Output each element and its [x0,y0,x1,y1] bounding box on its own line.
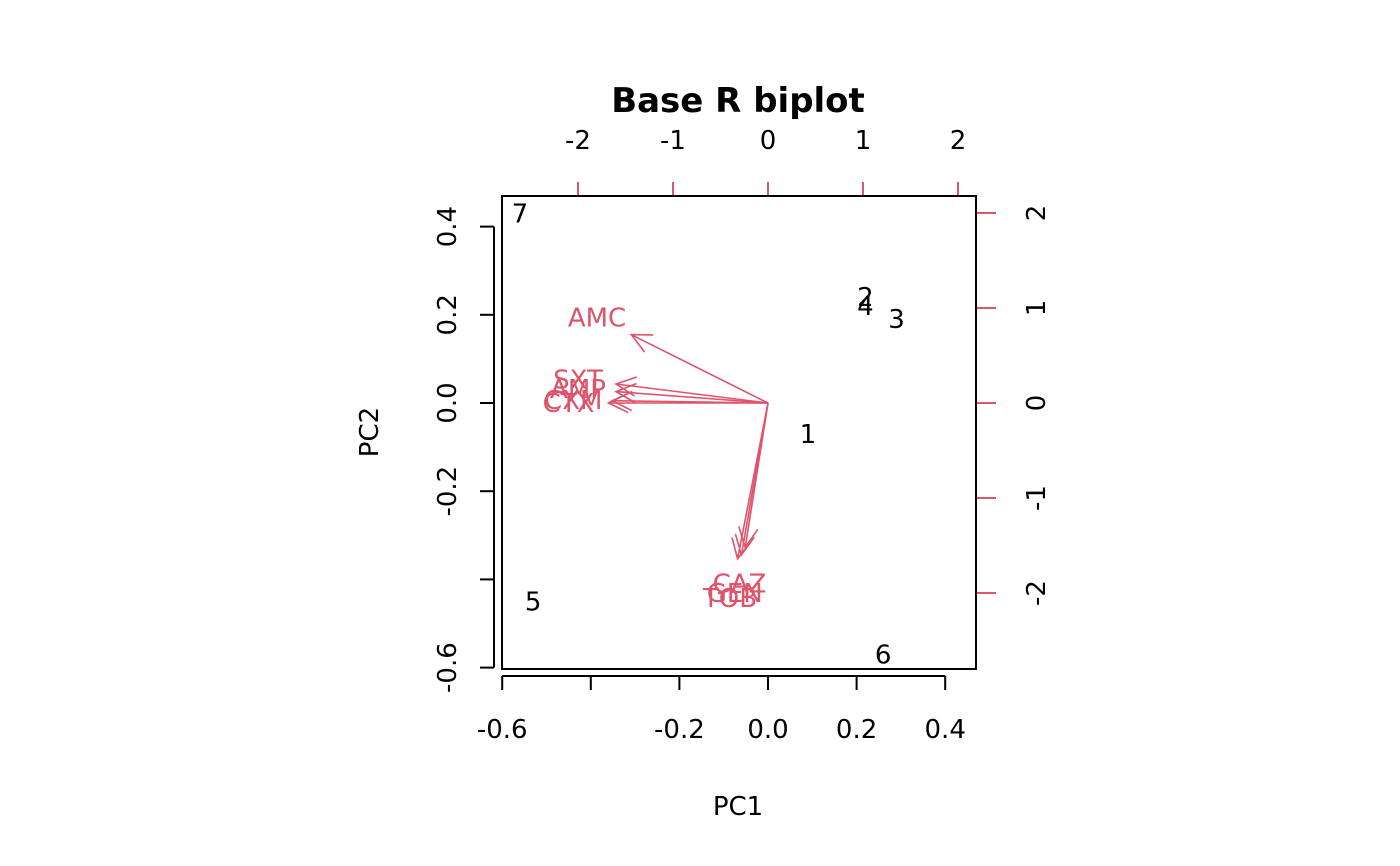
chart-title: Base R biplot [611,81,865,121]
x-tick-label: -0.2 [654,715,705,745]
arrow-cxm [612,399,769,404]
observation-label-3: 3 [888,305,905,335]
arrowhead-amp [614,382,637,404]
plot-frame [501,195,977,670]
observation-labels: 1 234 5 6 7 [512,199,905,670]
y-tick-label: -0.6 [433,642,463,693]
arrow-sxt [615,383,769,404]
variable-label-amp: AMP [550,375,606,405]
right-tick-label: 0 [1022,395,1052,412]
observation-label-2: 2 [857,283,874,313]
bottom-axis: -0.6 -0.2 0.0 0.2 0.4 [477,675,966,745]
arrow-amc [630,333,769,404]
x-axis-label: PC1 [713,792,763,822]
observation-label-6: 6 [875,640,892,670]
variable-label-ctx: CTX [543,389,595,419]
x-tick-label: 0.0 [747,715,788,745]
top-tick-label: -2 [565,126,591,156]
variable-label-gen: GEN [707,579,763,609]
observation-label-1: 1 [800,420,817,450]
variable-label-tob: TOB [702,584,757,614]
arrow-amp [615,390,769,404]
x-tick-label: 0.4 [925,715,966,745]
observation-label-7: 7 [512,199,529,229]
y-tick-label: -0.2 [433,466,463,517]
top-tick-label: 0 [760,126,777,156]
right-axis: 2 1 0 -1 -2 [975,205,1052,606]
arrowhead-amc [629,333,654,353]
top-tick-label: -1 [660,126,686,156]
right-tick-label: 2 [1022,205,1052,222]
observation-label-4: 4 [857,292,874,322]
y-tick-label: 0.4 [433,206,463,247]
variable-label-caz: CAZ [713,570,767,600]
arrowhead-tob [731,537,752,561]
top-tick-label: 2 [950,126,967,156]
y-axis-label: PC2 [355,407,385,457]
x-tick-label: 0.2 [836,715,877,745]
right-tick-label: 1 [1022,300,1052,317]
top-axis: -2 -1 0 1 2 [565,126,967,197]
left-axis: -0.6 -0.2 0.0 0.2 0.4 [433,206,495,693]
variable-label-cxm: CXM [544,386,602,416]
right-tick-label: -2 [1022,580,1052,606]
top-tick-label: 1 [855,126,872,156]
right-tick-label: -1 [1022,485,1052,511]
observation-label-5: 5 [525,587,542,617]
arrow-tob [736,402,769,559]
y-tick-label: 0.0 [433,382,463,423]
x-tick-label: -0.6 [477,715,528,745]
arrowhead-cxm [610,390,633,412]
variable-label-amc: AMC [568,304,626,334]
variable-label-sxt: SXT [553,365,603,395]
y-tick-label: 0.2 [433,294,463,335]
variable-arrows [606,333,769,561]
